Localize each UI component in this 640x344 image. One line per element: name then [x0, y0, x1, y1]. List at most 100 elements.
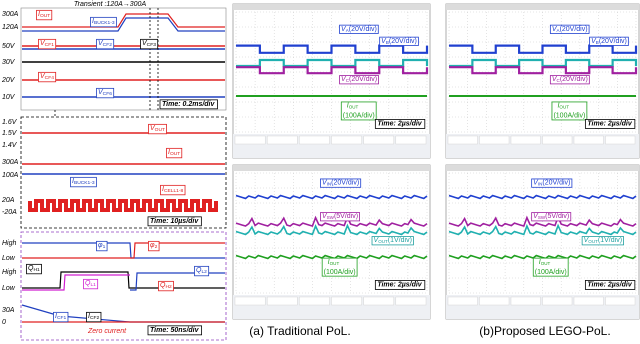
status-cell: [396, 297, 426, 305]
label-sub: CF2: [103, 42, 113, 48]
signal-label: VC(20V/div): [550, 76, 589, 84]
label-sub: CELL1-8: [164, 188, 184, 194]
status-cell: [364, 136, 394, 144]
label-unit: (20V/div): [560, 76, 588, 83]
signal-label: VOUT(1V/div): [582, 237, 623, 245]
label-sub: OUT: [155, 127, 165, 133]
time-label: Time: 2µs/div: [377, 281, 422, 288]
time-label: Time: 0.2ms/div: [162, 101, 216, 108]
time-label: Time: 2µs/div: [587, 281, 632, 288]
signal-label: φ1: [97, 241, 108, 250]
label-sub: OUT: [40, 13, 50, 19]
signal-label: VOUT: [149, 124, 167, 133]
signal-label: IOUT: [167, 148, 182, 157]
scope-topbar: [446, 4, 639, 10]
label-sub: CF1: [45, 42, 55, 48]
status-cell: [235, 297, 265, 305]
status-cell: [574, 136, 604, 144]
trace: [22, 14, 225, 27]
label-sub: CF6: [103, 91, 113, 97]
label-unit: (20V/div): [349, 26, 377, 33]
axis-label: Low: [2, 255, 16, 262]
signal-label: ICF2: [87, 312, 101, 321]
signal-label: QL1: [84, 279, 98, 288]
zero-current: Zero current: [87, 328, 127, 335]
label-unit: (100A/div): [535, 269, 567, 276]
signal-label: IOUT(100A/div): [552, 102, 587, 120]
scope-topbar: [446, 165, 639, 171]
status-cell: [299, 136, 329, 144]
label-sub: H2: [165, 284, 172, 290]
label-unit: (5V/div): [545, 213, 569, 220]
signal-label: IBUCK1-3: [71, 177, 97, 186]
status-cell: [299, 297, 329, 305]
time-label: Time: 2µs/div: [587, 120, 632, 127]
axis-label: High: [2, 269, 17, 276]
status-cell: [480, 136, 510, 144]
status-cell: [396, 136, 426, 144]
scope-topbar: [233, 165, 430, 171]
label-sub: CF3: [147, 42, 157, 48]
label-sub: H1: [33, 267, 40, 273]
status-cell: [606, 297, 636, 305]
signal-label: IOUT: [37, 10, 52, 19]
label-sub: OUT: [541, 261, 551, 266]
status-cell: [332, 136, 362, 144]
label-sub: CF1: [57, 315, 67, 321]
label-sub: OUT: [559, 105, 569, 110]
signal-label: VIN(20V/div): [320, 179, 360, 187]
signal-label: VOUT(1V/div): [372, 237, 413, 245]
signal-label: IOUT(100A/div): [341, 102, 376, 120]
signal-label: VA(20V/div): [550, 25, 589, 33]
label-sub: OUT: [330, 261, 340, 266]
signal-label: VSW(5V/div): [320, 213, 359, 221]
axis-label: -20A: [2, 209, 17, 216]
signal-label: QH2: [159, 281, 174, 290]
label-unit: (20V/div): [389, 38, 417, 45]
signal-label: QL2: [195, 266, 209, 275]
label-sub: OUT: [378, 239, 388, 244]
label-sub: CF2: [90, 315, 100, 321]
axis-label: 1.5V: [2, 130, 18, 137]
status-cell: [448, 297, 478, 305]
label-sub: L1: [90, 282, 96, 288]
signal-label: VSW(5V/div): [532, 213, 571, 221]
trace: [22, 18, 225, 31]
label-sub: 2: [155, 244, 158, 250]
signal-label: VC(20V/div): [340, 76, 379, 84]
status-cell: [574, 297, 604, 305]
signal-label: φ2: [149, 241, 160, 250]
signal-label: VCF6: [97, 88, 114, 97]
figure: Transient :120A→300A (a) Traditional PoL…: [0, 0, 640, 344]
axis-label: 1.4V: [2, 142, 18, 149]
caption: (a) Traditional PoL.: [249, 324, 350, 338]
status-cell: [267, 136, 297, 144]
trace: [22, 243, 225, 258]
label-unit: (20V/div): [349, 76, 377, 83]
label-unit: (1V/div): [598, 237, 622, 244]
signal-label: VCF1: [39, 39, 56, 48]
scope-topbar: [233, 4, 430, 10]
axis-label: 30V: [2, 59, 16, 66]
axis-label: High: [2, 240, 17, 247]
status-cell: [364, 297, 394, 305]
trace: [30, 201, 216, 210]
signal-label: IOUT(100A/div): [322, 258, 357, 276]
label-sub: OUT: [588, 239, 598, 244]
time-label: Time: 10µs/div: [150, 218, 199, 225]
status-cell: [543, 136, 573, 144]
axis-label: 100A: [2, 172, 19, 179]
axis-label: 30A: [2, 307, 15, 314]
status-cell: [543, 297, 573, 305]
transient-title: Transient :120A→300A: [74, 1, 147, 8]
status-cell: [511, 297, 541, 305]
trace: [22, 305, 225, 322]
signal-label: VIN(20V/div): [532, 179, 572, 187]
signal-label: QH1: [27, 264, 42, 273]
axis-label: 300A: [2, 11, 19, 18]
label-unit: (1V/div): [388, 237, 412, 244]
zoom-frame: [21, 232, 226, 340]
axis-label: 1.6V: [2, 119, 18, 126]
panel-frame: [21, 8, 226, 110]
signal-label: VCF2: [97, 39, 114, 48]
